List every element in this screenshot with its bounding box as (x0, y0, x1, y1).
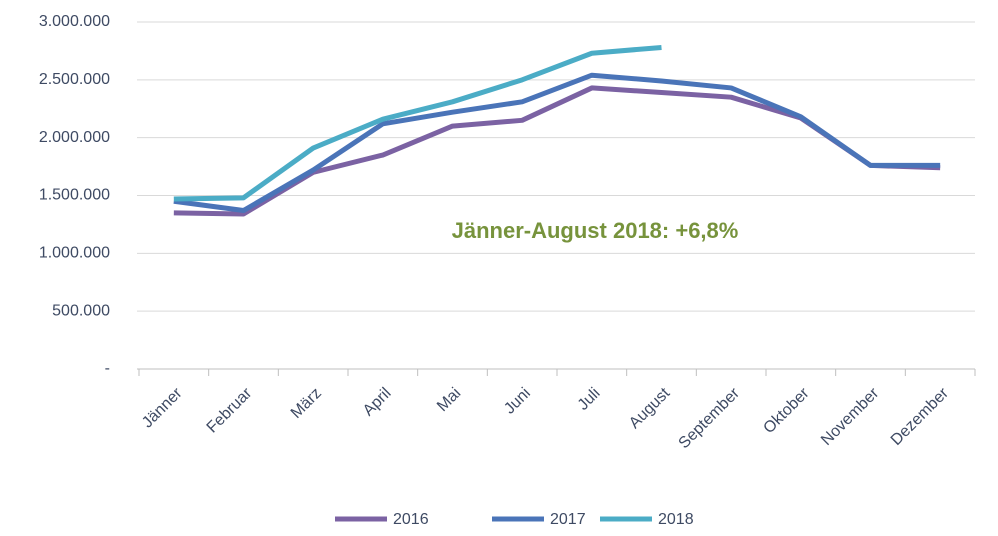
x-tick-label: August (626, 384, 674, 432)
y-tick-label: 500.000 (52, 302, 110, 319)
y-tick-label: - (105, 360, 110, 377)
x-tick-label: Juni (501, 385, 534, 418)
x-tick-label: Mai (434, 385, 464, 415)
x-tick-label: September (676, 384, 744, 452)
x-tick-label: Februar (204, 384, 256, 436)
x-tick-label: Juli (575, 385, 604, 414)
legend-label: 2018 (658, 511, 694, 528)
annotation: Jänner-August 2018: +6,8% (452, 218, 739, 243)
series-line (173, 72, 941, 214)
x-tick-label: Dezember (888, 384, 953, 449)
x-tick-label: Oktober (760, 384, 813, 437)
y-tick-label: 2.500.000 (39, 71, 110, 88)
series-line (173, 44, 662, 202)
y-tick-label: 2.000.000 (39, 129, 110, 146)
legend-label: 2017 (550, 511, 586, 528)
y-tick-label: 3.000.000 (39, 13, 110, 30)
x-tick-label: Jänner (139, 384, 186, 431)
x-tick-label: November (818, 384, 883, 449)
x-tick-label: März (288, 385, 325, 422)
y-tick-label: 1.000.000 (39, 245, 110, 262)
x-tick-label: April (360, 385, 395, 420)
y-tick-label: 1.500.000 (39, 187, 110, 204)
legend-label: 2016 (393, 511, 429, 528)
